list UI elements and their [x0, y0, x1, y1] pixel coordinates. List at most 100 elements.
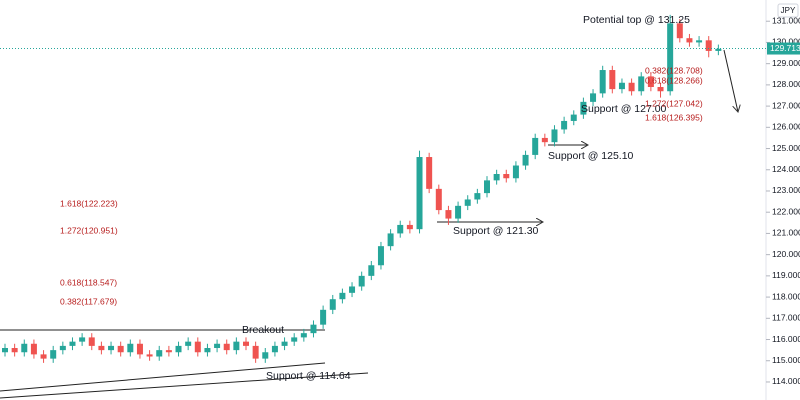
fib-label: 1.272(120.951): [60, 225, 118, 235]
candle-body: [657, 87, 664, 92]
y-tick-label: 124.000: [772, 164, 800, 174]
candle-body: [387, 233, 394, 247]
candle-body: [667, 23, 674, 92]
candle-body: [686, 38, 693, 43]
candle-body: [638, 76, 645, 92]
y-tick-label: 114.000: [772, 376, 800, 386]
annotation: Support @ 125.10: [548, 150, 634, 162]
candle-body: [156, 350, 163, 357]
candle-body: [599, 70, 606, 94]
candle-body: [300, 333, 307, 338]
candle-body: [580, 101, 587, 115]
candle-body: [146, 354, 153, 357]
candle-body: [532, 137, 539, 155]
y-tick-label: 121.000: [772, 228, 800, 238]
y-tick-label: 129.000: [772, 58, 800, 68]
candle-body: [281, 341, 288, 346]
candle-body: [30, 343, 37, 355]
fib-label: 1.272(127.042): [645, 98, 703, 108]
y-tick-label: 128.000: [772, 79, 800, 89]
candle-body: [512, 165, 519, 179]
annotation: Support @ 127.00: [581, 103, 667, 115]
y-tick-label: 126.000: [772, 122, 800, 132]
candle-body: [329, 299, 336, 310]
annotation: Potential top @ 131.25: [583, 14, 690, 26]
candle-body: [165, 350, 172, 353]
candle-body: [223, 343, 230, 351]
candle-body: [108, 345, 115, 351]
candle-body: [435, 188, 442, 211]
trend-line: [0, 372, 369, 399]
candle-body: [551, 129, 558, 143]
candle-body: [271, 345, 278, 353]
candle-body: [69, 341, 76, 346]
candle-body: [426, 157, 433, 189]
fib-label: 1.618(122.223): [60, 198, 118, 208]
candle-body: [368, 265, 375, 276]
last-price-box: [767, 42, 800, 55]
candle-body: [2, 348, 8, 353]
candle-body: [11, 348, 18, 353]
candle-body: [570, 114, 577, 121]
y-tick-label: 131.000: [772, 15, 800, 25]
y-tick-label: 130.000: [772, 37, 800, 47]
candle-body: [127, 343, 134, 353]
candle-body: [522, 154, 529, 166]
y-tick-label: 122.000: [772, 206, 800, 216]
candle-body: [50, 350, 57, 359]
arrow: [723, 49, 738, 112]
y-tick-label: 120.000: [772, 249, 800, 259]
candle-body: [445, 210, 452, 219]
candle-body: [185, 341, 192, 346]
candle-body: [561, 120, 568, 130]
candle-body: [291, 337, 298, 342]
candle-body: [474, 193, 481, 200]
trend-line: [0, 362, 326, 392]
candle-body: [358, 275, 365, 287]
candle-body: [349, 286, 356, 293]
candle-body: [609, 70, 616, 90]
candle-body: [397, 224, 404, 234]
y-tick-label: 115.000: [772, 355, 800, 365]
candle-body: [406, 224, 413, 230]
candle-body: [204, 348, 211, 353]
candles: [2, 14, 722, 363]
candle-body: [88, 337, 95, 346]
fib-label: 0.618(118.547): [60, 277, 117, 287]
candle-body: [214, 343, 221, 349]
candle-body: [21, 343, 28, 353]
y-tick-label: 119.000: [772, 270, 800, 280]
drawings: [0, 49, 738, 399]
annotations: Potential top @ 131.250.382(128.708)0.61…: [60, 14, 703, 382]
candle-body: [541, 137, 548, 143]
candle-body: [339, 292, 346, 300]
candle-body: [233, 341, 240, 351]
candle-body: [618, 82, 625, 90]
y-tick-label: 125.000: [772, 143, 800, 153]
y-tick-label: 127.000: [772, 100, 800, 110]
y-tick-label: 117.000: [772, 313, 800, 323]
candle-body: [416, 157, 423, 230]
candle-body: [136, 343, 143, 355]
candle-body: [310, 324, 317, 334]
currency-box: [777, 3, 799, 18]
y-tick-label: 118.000: [772, 291, 800, 301]
candle-body: [696, 40, 703, 43]
candle-body: [676, 23, 683, 39]
annotation: Support @ 121.30: [453, 225, 539, 237]
candle-body: [252, 345, 259, 359]
annotation: Breakout: [242, 324, 284, 336]
candle-body: [493, 174, 500, 181]
y-tick-label: 116.000: [772, 334, 800, 344]
candle-body: [243, 341, 249, 346]
currency: JPY: [781, 6, 796, 15]
candle-body: [455, 205, 462, 219]
candle-body: [705, 40, 712, 51]
annotation: Support @ 114.64: [266, 370, 351, 382]
candle-body: [194, 341, 201, 353]
candle-body: [647, 76, 654, 88]
candle-body: [59, 345, 66, 351]
candle-body: [628, 82, 635, 92]
